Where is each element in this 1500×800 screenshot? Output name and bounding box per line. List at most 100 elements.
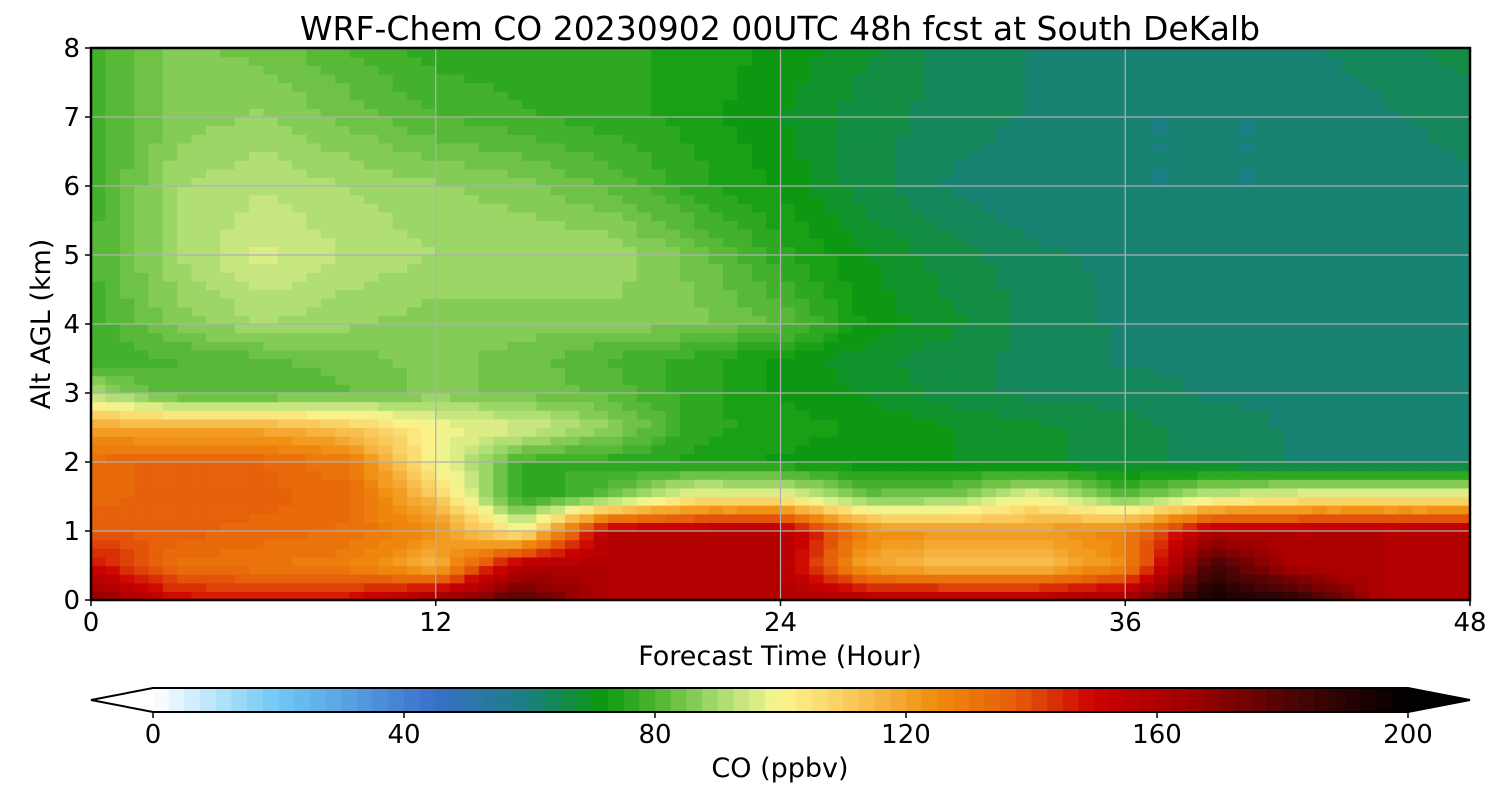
heatmap-cell xyxy=(622,539,638,549)
heatmap-cell xyxy=(1283,332,1299,342)
heatmap-cell xyxy=(234,375,250,385)
heatmap-cell xyxy=(363,479,379,489)
heatmap-cell xyxy=(263,306,279,316)
heatmap-cell xyxy=(119,393,135,403)
heatmap-cell xyxy=(622,315,638,325)
heatmap-cell xyxy=(737,168,753,178)
heatmap-cell xyxy=(1139,367,1155,377)
heatmap-cell xyxy=(1297,306,1313,316)
heatmap-cell xyxy=(924,306,940,316)
heatmap-cell xyxy=(134,160,150,170)
heatmap-cell xyxy=(694,280,710,291)
heatmap-cell xyxy=(1412,393,1428,403)
heatmap-cell xyxy=(119,237,135,247)
heatmap-cell xyxy=(1125,401,1141,411)
heatmap-cell xyxy=(1153,255,1169,265)
heatmap-cell xyxy=(694,522,710,532)
heatmap-cell xyxy=(1383,263,1399,273)
heatmap-cell xyxy=(938,298,954,308)
heatmap-cell xyxy=(205,436,221,446)
heatmap-cell xyxy=(378,289,394,299)
heatmap-cell xyxy=(1082,513,1098,523)
heatmap-cell xyxy=(450,375,466,385)
heatmap-cell xyxy=(1168,349,1184,360)
heatmap-cell xyxy=(895,393,911,403)
heatmap-cell xyxy=(952,151,968,161)
heatmap-cell xyxy=(895,556,911,567)
heatmap-cell xyxy=(823,263,839,273)
heatmap-cell xyxy=(1153,203,1169,213)
heatmap-cell xyxy=(809,384,825,394)
heatmap-cell xyxy=(421,272,437,282)
heatmap-cell xyxy=(220,462,236,472)
heatmap-cell xyxy=(1053,280,1069,291)
heatmap-cell xyxy=(1283,298,1299,308)
heatmap-cell xyxy=(909,548,925,558)
heatmap-cell xyxy=(1182,565,1198,575)
heatmap-cell xyxy=(205,393,221,403)
heatmap-cell xyxy=(751,462,767,472)
heatmap-cell xyxy=(608,358,624,368)
heatmap-cell xyxy=(1082,375,1098,385)
heatmap-cell xyxy=(866,591,882,600)
heatmap-cell xyxy=(450,341,466,351)
heatmap-cell xyxy=(1024,220,1040,230)
heatmap-cell xyxy=(277,272,293,282)
heatmap-cell xyxy=(794,177,810,187)
heatmap-cell xyxy=(579,427,595,437)
heatmap-cell xyxy=(550,556,566,567)
heatmap-cell xyxy=(234,280,250,291)
heatmap-cell xyxy=(1369,255,1385,265)
heatmap-cell xyxy=(306,487,322,498)
heatmap-cell xyxy=(363,211,379,222)
heatmap-cell xyxy=(895,522,911,532)
heatmap-cell xyxy=(622,574,638,584)
heatmap-cell xyxy=(967,470,983,480)
heatmap-cell xyxy=(1053,194,1069,204)
heatmap-cell xyxy=(1355,160,1371,170)
heatmap-cell xyxy=(1283,470,1299,480)
heatmap-cell xyxy=(1053,582,1069,592)
heatmap-cell xyxy=(651,436,667,446)
heatmap-cell xyxy=(909,487,925,498)
heatmap-cell xyxy=(565,444,580,454)
heatmap-cell xyxy=(636,496,652,506)
heatmap-cell xyxy=(1268,289,1284,299)
heatmap-cell xyxy=(1225,306,1241,316)
heatmap-cell xyxy=(1441,393,1457,403)
heatmap-cell xyxy=(1110,168,1126,178)
heatmap-cell xyxy=(378,255,394,265)
heatmap-cell xyxy=(1053,539,1069,549)
heatmap-cell xyxy=(651,505,667,515)
heatmap-cell xyxy=(320,427,336,437)
heatmap-cell xyxy=(464,220,480,230)
heatmap-cell xyxy=(148,556,164,567)
heatmap-cell xyxy=(205,315,221,325)
heatmap-cell xyxy=(1240,315,1256,325)
heatmap-cell xyxy=(1398,194,1414,204)
heatmap-cell xyxy=(249,470,264,480)
heatmap-cell xyxy=(1340,280,1356,291)
heatmap-cell xyxy=(292,591,308,600)
heatmap-cell xyxy=(335,315,351,325)
heatmap-cell xyxy=(177,306,193,316)
heatmap-cell xyxy=(665,479,681,489)
heatmap-cell xyxy=(636,186,652,196)
heatmap-cell xyxy=(679,272,695,282)
heatmap-cell xyxy=(1254,401,1270,411)
heatmap-cell xyxy=(608,289,624,299)
heatmap-cell xyxy=(1355,556,1371,567)
heatmap-cell xyxy=(1082,194,1098,204)
heatmap-cell xyxy=(1010,487,1026,498)
heatmap-cell xyxy=(1355,263,1371,273)
heatmap-cell xyxy=(981,496,997,506)
heatmap-cell xyxy=(335,168,351,178)
heatmap-cell xyxy=(1211,479,1227,489)
heatmap-cell xyxy=(1283,522,1299,532)
heatmap-cell xyxy=(335,582,351,592)
heatmap-cell xyxy=(1426,427,1442,437)
heatmap-cell xyxy=(493,324,509,334)
heatmap-cell xyxy=(306,341,322,351)
heatmap-cell xyxy=(550,160,566,170)
heatmap-cell xyxy=(881,375,897,385)
